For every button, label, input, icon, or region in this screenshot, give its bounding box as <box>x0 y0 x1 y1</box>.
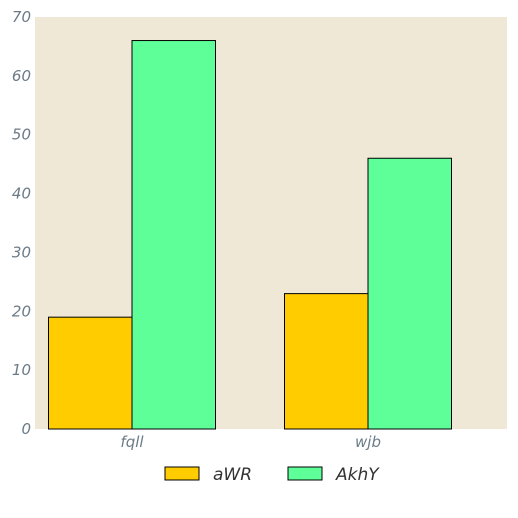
y-tick-label: 30 <box>12 243 31 261</box>
legend-label-AkhY: AkhY <box>335 465 380 485</box>
y-tick-label: 10 <box>12 361 31 379</box>
legend-label-aWR: aWR <box>213 465 252 485</box>
y-tick-label: 60 <box>12 67 31 85</box>
bar-AkhY-fqll <box>131 40 216 430</box>
bar-aWR-wjb <box>284 293 369 430</box>
legend-swatch-aWR <box>164 466 200 481</box>
y-tick-label: 20 <box>12 302 31 320</box>
y-tick-label: 50 <box>12 126 31 144</box>
bars-group <box>48 40 452 430</box>
x-tick-label: fqll <box>120 433 144 451</box>
y-axis: 0 10 20 30 40 50 60 70 <box>12 8 31 438</box>
y-tick-label: 0 <box>21 420 31 438</box>
bar-aWR-fqll <box>48 316 133 430</box>
x-axis: fqll wjb <box>120 433 381 451</box>
y-tick-label: 40 <box>12 185 31 203</box>
y-tick-label: 70 <box>12 8 31 26</box>
legend: aWR AkhY <box>164 465 380 485</box>
bar-AkhY-wjb <box>367 157 452 430</box>
x-tick-label: wjb <box>355 433 381 451</box>
legend-swatch-AkhY <box>287 466 323 481</box>
